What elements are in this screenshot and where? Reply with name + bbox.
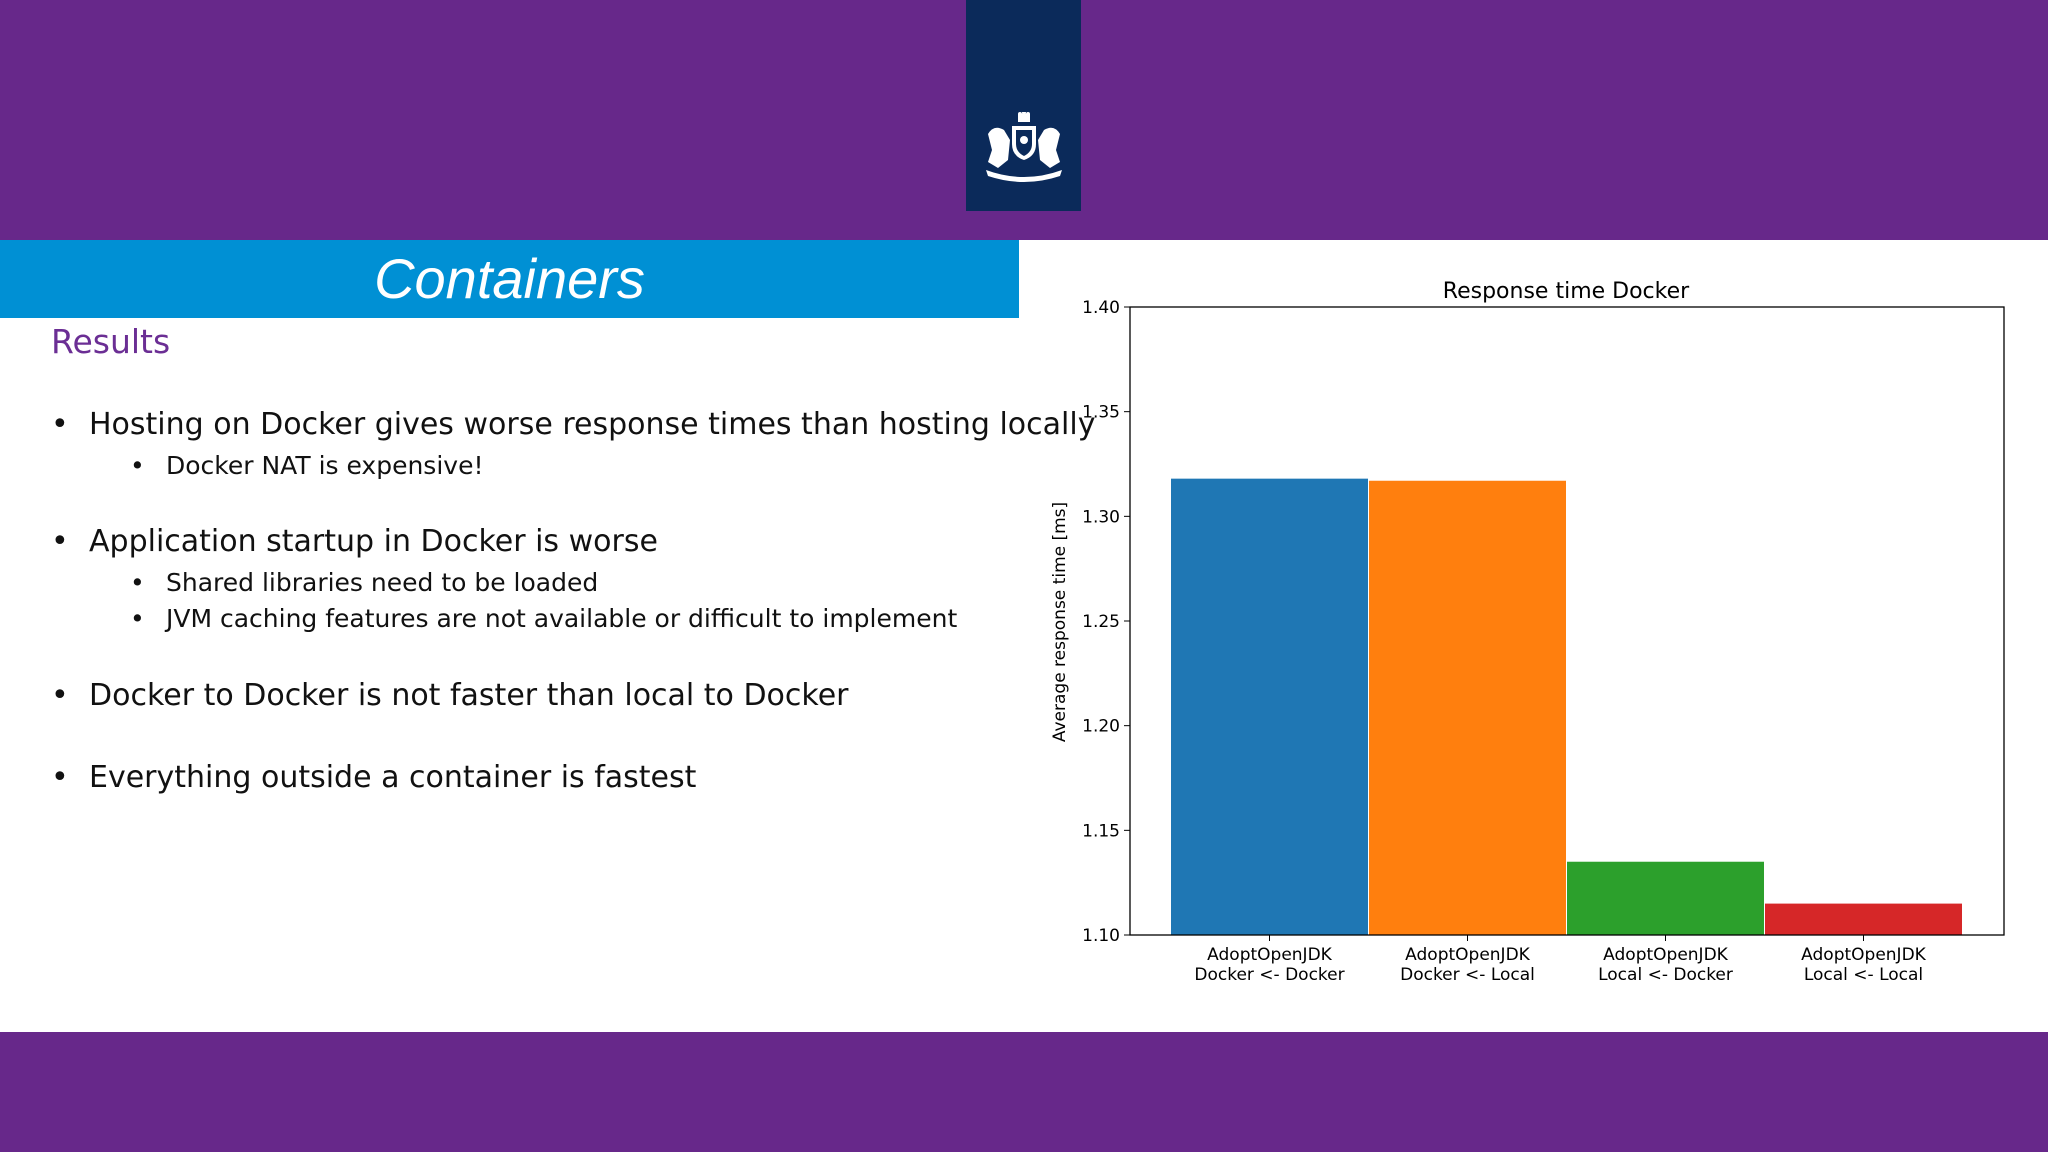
plot-frame [1129, 306, 2005, 936]
sub-bullet-item: • Shared libraries need to be loaded [130, 568, 599, 597]
x-tick-label: Local <- Local [1804, 965, 1923, 985]
bullet-text: Hosting on Docker gives worse response t… [89, 407, 1096, 442]
x-tick-label: AdoptOpenJDK [1207, 945, 1332, 965]
y-tick-label: 1.35 [1082, 403, 1120, 423]
x-tick-label: AdoptOpenJDK [1801, 945, 1926, 965]
bar-4 [1765, 903, 1962, 935]
bullet-dot-icon: • [51, 678, 69, 713]
bar-3 [1567, 861, 1764, 935]
bullet-dot-icon: • [51, 407, 69, 442]
y-axis-label: Average response time [ms] [1050, 502, 1070, 742]
y-tick-label: 1.15 [1082, 821, 1120, 841]
x-tick-label: Local <- Docker [1598, 965, 1733, 985]
x-tick-label: Docker <- Local [1400, 965, 1535, 985]
coat-of-arms-icon [986, 112, 1062, 182]
bullet-text: Everything outside a container is fastes… [89, 760, 697, 795]
bullet-text: JVM caching features are not available o… [166, 604, 958, 633]
x-tick-label: Docker <- Docker [1194, 965, 1344, 985]
sub-bullet-item: • Docker NAT is expensive! [130, 451, 484, 480]
bullet-dot-icon: • [130, 568, 145, 597]
y-tick-label: 1.10 [1082, 926, 1120, 946]
bars-layer [1171, 478, 1962, 935]
x-tick-label: AdoptOpenJDK [1603, 945, 1728, 965]
slide-title: Containers [374, 247, 645, 310]
chart-title: Response time Docker [1443, 279, 1690, 304]
bullet-item: • Everything outside a container is faste… [51, 760, 697, 795]
bullet-text: Application startup in Docker is worse [89, 524, 658, 559]
bullet-item: • Docker to Docker is not faster than loc… [51, 678, 849, 713]
bullet-item: • Application startup in Docker is worse [51, 524, 658, 559]
y-tick-label: 1.20 [1082, 717, 1120, 737]
slide-subtitle: Results [51, 322, 171, 361]
y-tick-label: 1.40 [1082, 298, 1120, 318]
title-bar: Containers [0, 240, 1019, 318]
bullet-text: Shared libraries need to be loaded [166, 568, 599, 597]
bullet-list: • Hosting on Docker gives worse response … [0, 0, 1095, 1032]
bullet-dot-icon: • [51, 760, 69, 795]
bullet-dot-icon: • [130, 604, 145, 633]
bottom-purple-band [0, 1032, 2048, 1152]
y-tick-label: 1.30 [1082, 507, 1120, 527]
bar-1 [1171, 478, 1368, 935]
logo-panel [966, 0, 1081, 211]
bullet-dot-icon: • [51, 524, 69, 559]
x-tick-label: AdoptOpenJDK [1405, 945, 1530, 965]
bar-2 [1369, 480, 1566, 935]
y-tick-label: 1.25 [1082, 612, 1120, 632]
bullet-item: • Hosting on Docker gives worse response … [51, 407, 1096, 442]
bullet-dot-icon: • [130, 451, 145, 480]
bullet-text: Docker NAT is expensive! [166, 451, 484, 480]
sub-bullet-item: • JVM caching features are not available … [130, 604, 958, 633]
bullet-text: Docker to Docker is not faster than loca… [89, 678, 849, 713]
